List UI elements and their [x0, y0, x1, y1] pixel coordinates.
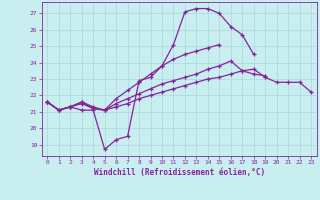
- X-axis label: Windchill (Refroidissement éolien,°C): Windchill (Refroidissement éolien,°C): [94, 168, 265, 177]
